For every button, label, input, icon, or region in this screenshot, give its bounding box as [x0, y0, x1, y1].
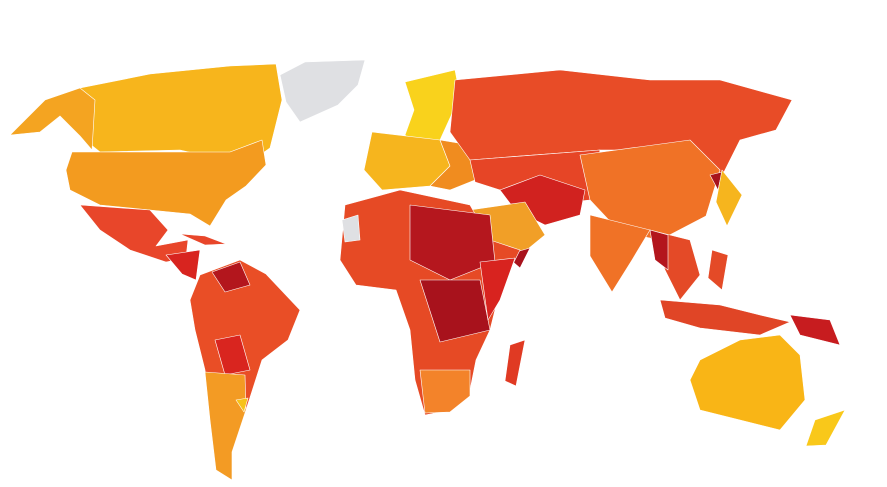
- central-africa: [419, 279, 491, 343]
- argentina-chile: [204, 371, 247, 481]
- philippines: [707, 249, 729, 291]
- east-africa: [479, 257, 516, 321]
- australia: [689, 334, 806, 431]
- india: [589, 214, 651, 293]
- myanmar: [649, 229, 669, 271]
- western-sahara: [341, 214, 361, 243]
- central-america: [165, 249, 201, 281]
- greenland: [279, 59, 366, 123]
- cuba: [179, 233, 227, 246]
- china: [579, 139, 721, 241]
- madagascar: [504, 339, 526, 387]
- new-zealand: [805, 409, 846, 447]
- united-states: [65, 139, 267, 227]
- japan: [715, 169, 743, 227]
- southern-africa: [419, 369, 471, 414]
- venezuela: [211, 261, 251, 293]
- bolivia-paraguay: [214, 334, 251, 376]
- sahel-sudan: [409, 204, 496, 281]
- mexico: [79, 204, 189, 263]
- papua-new-guinea: [789, 314, 841, 346]
- indonesia: [659, 299, 791, 336]
- alaska: [9, 87, 96, 151]
- uruguay: [235, 397, 249, 413]
